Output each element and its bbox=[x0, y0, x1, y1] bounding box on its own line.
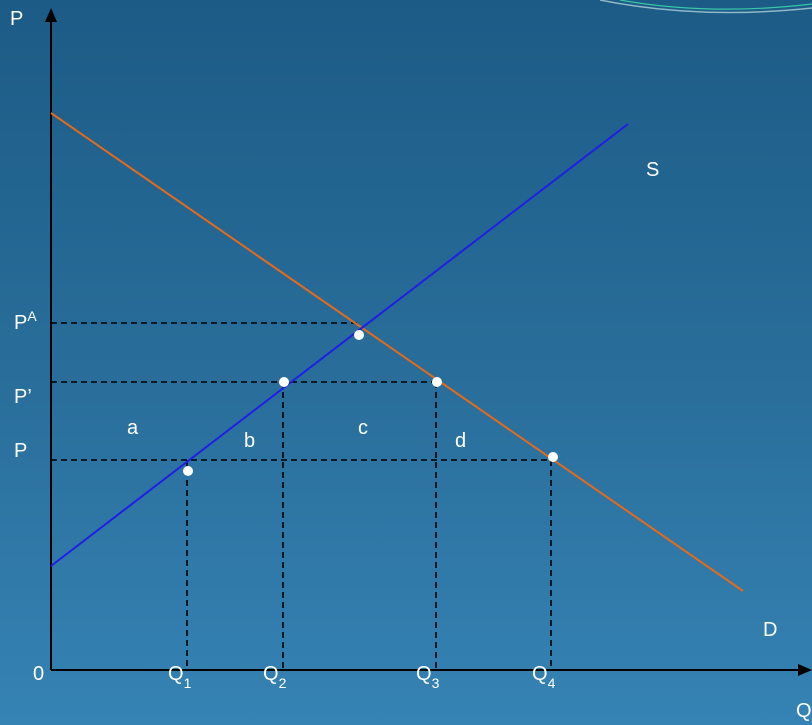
autarky-point bbox=[354, 330, 364, 340]
p-label: P bbox=[14, 440, 27, 462]
q1-label: Q1 bbox=[168, 663, 192, 691]
q4-label: Q4 bbox=[532, 663, 556, 691]
autarky-price-sup: A bbox=[27, 308, 37, 324]
origin-label: 0 bbox=[33, 663, 44, 685]
q3-label: Q3 bbox=[416, 663, 440, 691]
x-axis-label: Q bbox=[796, 700, 812, 722]
y-axis-arrow bbox=[45, 8, 57, 22]
area-c-label: c bbox=[358, 417, 368, 439]
supply-label: S bbox=[646, 159, 659, 181]
q4-demand-point bbox=[548, 452, 558, 462]
area-d-label: d bbox=[455, 430, 466, 452]
q1-supply-point bbox=[183, 466, 193, 476]
area-b-label: b bbox=[244, 430, 255, 452]
autarky-price-base: P bbox=[14, 312, 27, 334]
p-prime-label: P’ bbox=[14, 386, 32, 408]
q2-label: Q2 bbox=[263, 663, 287, 691]
demand-label: D bbox=[763, 619, 777, 641]
decorative-arc-inner bbox=[619, 0, 812, 10]
intersection-points bbox=[183, 330, 558, 476]
x-axis-arrow bbox=[798, 664, 812, 676]
dashed-guides bbox=[51, 322, 553, 670]
q3-demand-point bbox=[432, 377, 442, 387]
decorative-arc bbox=[599, 0, 812, 14]
area-a-label: a bbox=[127, 417, 139, 439]
q2-supply-point bbox=[279, 377, 289, 387]
demand-curve bbox=[50, 112, 744, 592]
supply-curve bbox=[50, 123, 629, 567]
autarky-price-label: PA bbox=[14, 308, 37, 334]
y-axis-label: P bbox=[10, 8, 23, 30]
